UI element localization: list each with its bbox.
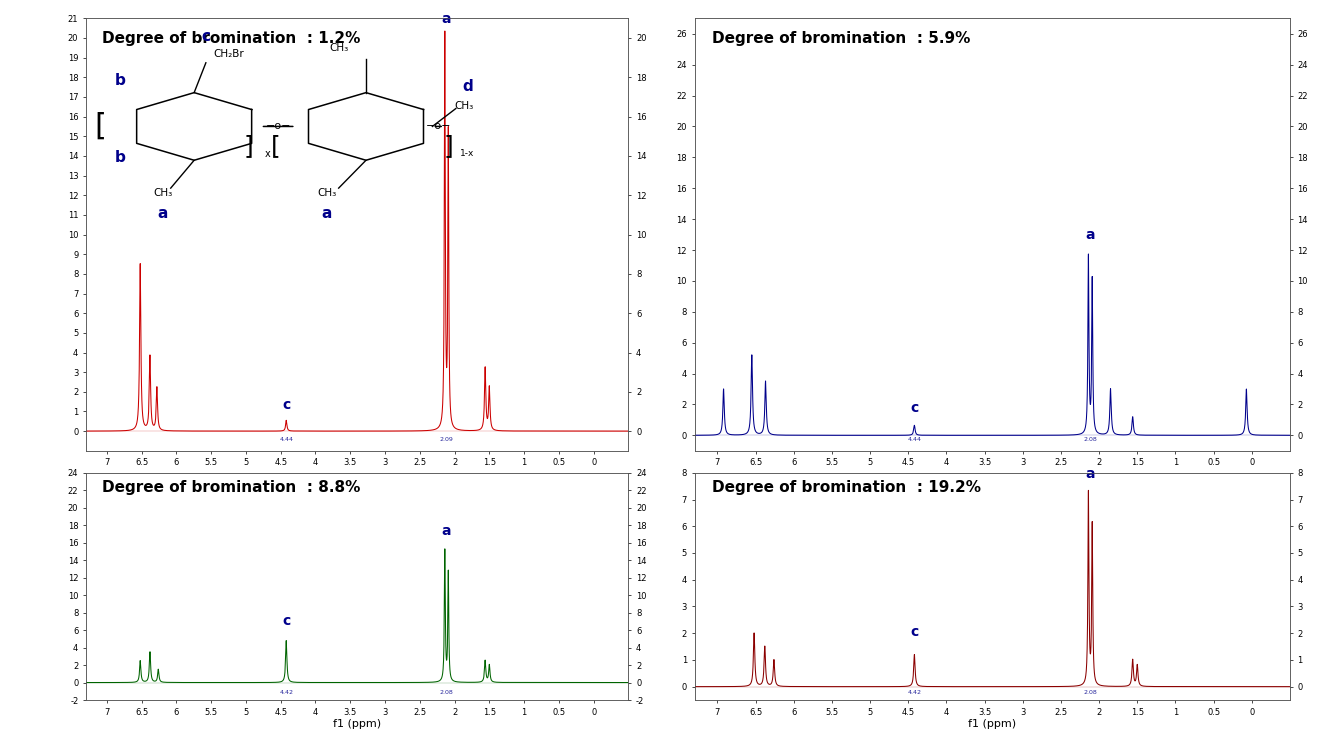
Text: a: a bbox=[1085, 228, 1094, 243]
Text: −o−: −o− bbox=[266, 122, 291, 131]
Text: 4.42: 4.42 bbox=[279, 690, 294, 696]
Text: −o−: −o− bbox=[426, 122, 451, 131]
Text: Degree of bromination  : 5.9%: Degree of bromination : 5.9% bbox=[713, 32, 971, 46]
Text: c: c bbox=[282, 614, 291, 628]
Text: [: [ bbox=[271, 134, 280, 158]
Text: c: c bbox=[910, 401, 918, 416]
Text: 4.44: 4.44 bbox=[279, 437, 294, 442]
Text: c: c bbox=[910, 625, 918, 638]
Text: 4.44: 4.44 bbox=[908, 437, 921, 442]
Text: a: a bbox=[157, 206, 168, 221]
Text: CH₃: CH₃ bbox=[454, 100, 474, 111]
Text: 2.08: 2.08 bbox=[439, 690, 452, 696]
Text: a: a bbox=[442, 524, 451, 538]
Text: Degree of bromination  : 1.2%: Degree of bromination : 1.2% bbox=[102, 32, 361, 46]
Text: x: x bbox=[265, 150, 270, 159]
X-axis label: f1 (ppm): f1 (ppm) bbox=[968, 719, 1016, 729]
Text: Degree of bromination  : 19.2%: Degree of bromination : 19.2% bbox=[713, 479, 982, 495]
Text: 2.09: 2.09 bbox=[439, 437, 454, 442]
Text: ]: ] bbox=[443, 134, 452, 158]
Text: a: a bbox=[1085, 467, 1094, 481]
Text: b: b bbox=[115, 73, 126, 88]
Text: b: b bbox=[115, 150, 126, 165]
Text: 4.42: 4.42 bbox=[908, 690, 921, 696]
Text: Degree of bromination  : 8.8%: Degree of bromination : 8.8% bbox=[102, 479, 361, 495]
Text: ]: ] bbox=[243, 134, 254, 158]
Text: a: a bbox=[442, 12, 451, 26]
Text: 2.08: 2.08 bbox=[1084, 690, 1097, 696]
Text: d: d bbox=[462, 78, 472, 94]
Text: CH₃: CH₃ bbox=[153, 188, 172, 198]
X-axis label: f1 (ppm): f1 (ppm) bbox=[333, 719, 381, 729]
Text: c: c bbox=[282, 399, 291, 413]
Text: [: [ bbox=[94, 112, 106, 141]
Text: c: c bbox=[201, 29, 210, 44]
Text: 1-x: 1-x bbox=[459, 150, 474, 158]
Text: a: a bbox=[321, 206, 332, 221]
Text: CH₃: CH₃ bbox=[329, 43, 348, 53]
Text: CH₂Br: CH₂Br bbox=[214, 49, 245, 59]
Text: CH₃: CH₃ bbox=[318, 188, 336, 198]
Text: 2.08: 2.08 bbox=[1084, 437, 1097, 442]
